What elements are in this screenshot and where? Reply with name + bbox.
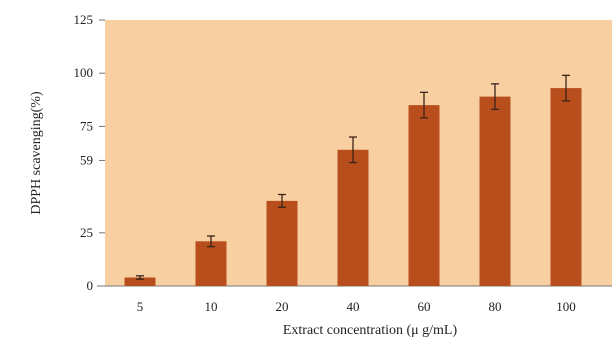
bar [124,277,156,286]
y-tick-label: 59 [80,152,93,167]
error-bar [562,74,570,102]
x-tick-label: 100 [556,299,576,314]
y-tick-label: 75 [80,118,93,133]
y-axis-title: DPPH scavenging(%) [29,91,44,215]
error-bar [420,91,428,119]
x-tick-label: 80 [489,299,502,314]
x-axis-ticks: 5 10 20 40 60 80 100 [137,299,576,314]
y-axis-ticks: 0 25 59 75 100 125 [74,12,105,293]
bar [337,149,369,286]
x-tick-label: 5 [137,299,144,314]
x-tick-label: 60 [418,299,431,314]
bar [550,88,582,286]
y-tick-label: 125 [74,12,94,27]
x-axis-title: Extract concentration (μ g/mL) [283,323,458,338]
bar [195,241,227,286]
error-bar [136,275,144,280]
y-tick-label: 0 [87,278,94,293]
error-bar [207,235,215,248]
bar [408,105,440,287]
x-tick-label: 20 [276,299,289,314]
bars-group [124,74,582,287]
bar [479,96,511,286]
y-tick-label: 100 [74,65,94,80]
error-bar [349,136,357,164]
x-tick-label: 10 [205,299,218,314]
error-bar [278,193,286,208]
bar [266,200,298,286]
y-tick-label: 25 [80,225,93,240]
error-bar [491,83,499,111]
x-tick-label: 40 [347,299,360,314]
